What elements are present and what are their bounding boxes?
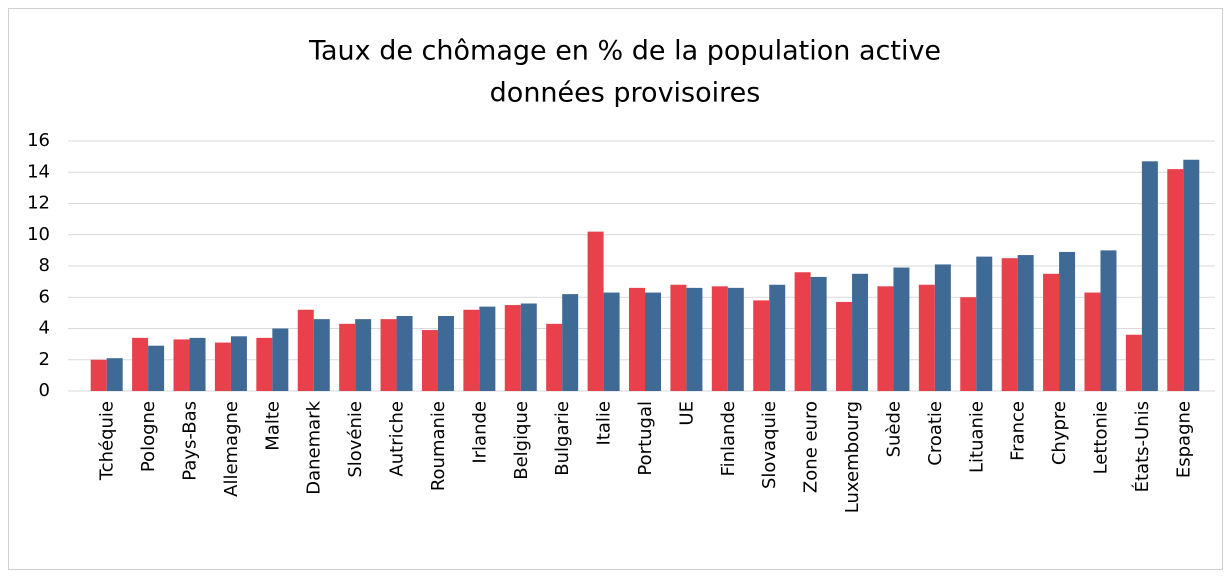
x-tick-label: Allemagne bbox=[221, 401, 242, 497]
bar bbox=[645, 292, 661, 391]
bar bbox=[836, 301, 853, 391]
bar bbox=[629, 287, 645, 391]
bar bbox=[1001, 258, 1018, 391]
bar bbox=[711, 286, 728, 391]
y-tick-label: 0 bbox=[39, 380, 50, 401]
chart-subtitle: données provisoires bbox=[490, 78, 761, 109]
x-tick-label: Slovénie bbox=[345, 401, 366, 478]
y-tick-label: 14 bbox=[27, 161, 50, 182]
x-tick-label: Belgique bbox=[511, 401, 532, 480]
bar bbox=[603, 292, 620, 391]
bar bbox=[670, 284, 687, 391]
bar bbox=[504, 305, 521, 391]
bar bbox=[1084, 292, 1101, 391]
bar bbox=[189, 337, 206, 391]
bar bbox=[339, 323, 356, 391]
x-tick-label: Lettonie bbox=[1090, 401, 1111, 474]
bar bbox=[396, 316, 413, 391]
bar bbox=[1059, 251, 1076, 391]
bar bbox=[313, 319, 330, 391]
x-tick-label: UE bbox=[676, 401, 697, 426]
bar bbox=[1167, 169, 1184, 391]
bar bbox=[437, 316, 454, 391]
bar bbox=[686, 287, 703, 391]
bar bbox=[810, 276, 827, 391]
x-tick-label: Irlande bbox=[469, 401, 490, 464]
x-tick-label: Slovaquie bbox=[759, 401, 780, 489]
bar bbox=[960, 297, 977, 391]
bar bbox=[173, 339, 190, 391]
x-tick-label: Pologne bbox=[138, 401, 159, 472]
bar bbox=[1141, 161, 1158, 391]
bar bbox=[214, 342, 231, 391]
y-tick-label: 2 bbox=[39, 349, 50, 370]
x-tick-label: Portugal bbox=[635, 401, 656, 476]
bar bbox=[562, 294, 579, 391]
x-tick-label: Espagne bbox=[1173, 401, 1194, 478]
x-tick-label: Suède bbox=[883, 401, 904, 457]
x-tick-label: Danemark bbox=[304, 400, 325, 494]
bar bbox=[256, 337, 273, 391]
x-tick-label: Italie bbox=[594, 401, 615, 445]
bar bbox=[546, 323, 563, 391]
x-tick-label: Tchéquie bbox=[97, 401, 118, 481]
bar bbox=[918, 284, 935, 391]
y-tick-label: 10 bbox=[27, 224, 50, 245]
bar bbox=[90, 359, 107, 391]
bar bbox=[1183, 159, 1200, 391]
bar bbox=[753, 300, 770, 391]
bar bbox=[463, 309, 480, 391]
y-tick-label: 4 bbox=[39, 318, 50, 339]
bar bbox=[934, 264, 951, 391]
x-tick-label: Luxembourg bbox=[842, 401, 863, 513]
bar bbox=[1017, 255, 1034, 391]
bar bbox=[272, 328, 289, 391]
bar bbox=[380, 319, 397, 391]
bar bbox=[355, 319, 372, 391]
bar bbox=[148, 345, 165, 391]
bar bbox=[479, 306, 496, 391]
x-tick-label: Roumanie bbox=[428, 401, 449, 491]
y-tick-label: 16 bbox=[27, 130, 50, 151]
bar bbox=[794, 272, 811, 391]
bar bbox=[132, 337, 149, 391]
x-tick-label: Bulgarie bbox=[552, 401, 573, 476]
y-tick-label: 8 bbox=[39, 255, 50, 276]
x-tick-label: Zone euro bbox=[801, 401, 822, 493]
bar bbox=[230, 336, 247, 391]
y-tick-label: 6 bbox=[39, 286, 50, 307]
bar bbox=[587, 231, 604, 391]
x-tick-label: Pays-Bas bbox=[180, 401, 201, 481]
bar bbox=[421, 330, 438, 391]
x-tick-label: Croatie bbox=[925, 401, 946, 466]
bar bbox=[877, 286, 894, 391]
bar bbox=[976, 256, 993, 391]
bar bbox=[852, 273, 869, 391]
x-tick-label: Finlande bbox=[718, 401, 739, 476]
bar bbox=[727, 287, 744, 391]
bar bbox=[769, 284, 786, 391]
x-tick-label: France bbox=[1008, 401, 1029, 461]
bar bbox=[520, 303, 537, 391]
x-tick-label: Autriche bbox=[387, 401, 408, 477]
bar bbox=[893, 267, 910, 391]
x-tick-label: Chypre bbox=[1049, 401, 1070, 465]
x-tick-label: Malte bbox=[262, 401, 283, 451]
chart-title: Taux de chômage en % de la population ac… bbox=[308, 36, 941, 67]
bar bbox=[1125, 334, 1142, 391]
x-tick-label: États-Unis bbox=[1131, 401, 1153, 492]
bar bbox=[1100, 250, 1117, 391]
bar bbox=[106, 358, 123, 391]
bar bbox=[1043, 273, 1060, 391]
x-tick-label: Lituanie bbox=[966, 401, 987, 473]
y-tick-label: 12 bbox=[27, 193, 50, 214]
bar bbox=[297, 309, 314, 391]
